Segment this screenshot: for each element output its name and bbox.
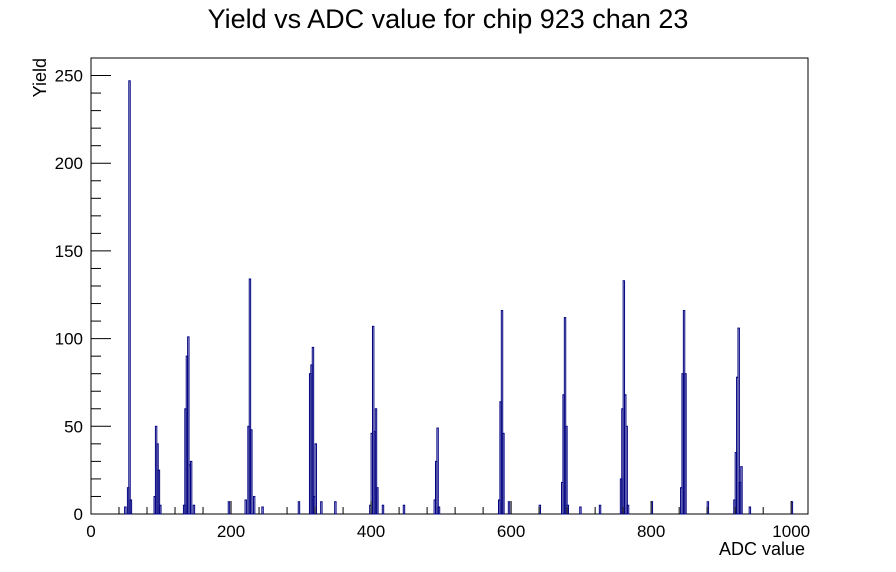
x-tick-label: 1000 <box>772 522 810 541</box>
x-tick-label: 0 <box>86 522 95 541</box>
histogram-bin <box>684 373 687 515</box>
histogram-bin <box>507 501 511 515</box>
histogram-bin <box>381 504 385 515</box>
histogram-bin <box>502 432 505 515</box>
histogram-bin <box>563 317 567 515</box>
histogram-bin <box>371 325 375 515</box>
histogram-bin <box>565 425 568 515</box>
plot-area <box>90 57 809 515</box>
histogram-bin <box>227 501 231 515</box>
x-tick-label: 600 <box>497 522 525 541</box>
histogram-bin <box>189 460 193 515</box>
histogram-bin <box>436 427 439 515</box>
histogram-bin <box>626 504 630 515</box>
y-tick-label: 200 <box>55 154 83 173</box>
histogram-bin <box>374 408 378 515</box>
histogram-bin <box>402 504 406 515</box>
histogram-bin <box>129 499 133 515</box>
histogram-bin <box>579 506 582 515</box>
histogram-bin <box>598 504 602 515</box>
histogram-bin <box>159 504 162 515</box>
histogram-bin <box>192 504 196 515</box>
histogram-bin <box>311 346 315 515</box>
histogram-bin <box>297 501 301 515</box>
x-tick-label: 400 <box>357 522 385 541</box>
histogram-bin <box>334 501 337 515</box>
histogram-bin <box>625 425 628 515</box>
plot-frame <box>90 57 809 515</box>
histogram-bin <box>252 495 256 515</box>
histogram-bin <box>128 80 131 515</box>
histogram-bin <box>500 310 504 515</box>
histogram-bin <box>314 443 317 515</box>
x-tick-label: 800 <box>637 522 665 541</box>
histogram-bin <box>157 469 161 515</box>
histogram-bin <box>187 336 190 515</box>
histogram-bin <box>244 499 247 515</box>
y-tick-label: 0 <box>74 505 83 524</box>
chart-title: Yield vs ADC value for chip 923 chan 23 <box>208 4 689 34</box>
axis-ticks: 0 200 400 600 800 1000 0 50 100 150 200 250 <box>55 57 810 541</box>
histogram-bin <box>748 506 752 515</box>
histogram-bin <box>250 429 253 515</box>
y-tick-label: 150 <box>55 242 83 261</box>
histogram-bin <box>437 506 441 515</box>
y-tick-label: 250 <box>55 67 83 86</box>
histogram-bin <box>740 466 743 515</box>
histogram-bars <box>124 80 794 515</box>
histogram-bin <box>261 506 264 515</box>
y-tick-label: 50 <box>64 417 83 436</box>
histogram-bin <box>248 278 252 515</box>
histogram-bin <box>737 327 740 515</box>
x-axis-label: ADC value <box>719 539 805 559</box>
y-axis-label: Yield <box>30 58 50 97</box>
histogram-bin <box>320 501 323 515</box>
x-tick-label: 200 <box>217 522 245 541</box>
y-tick-label: 100 <box>55 330 83 349</box>
histogram-bin <box>124 506 127 515</box>
histogram-bin <box>376 487 379 515</box>
